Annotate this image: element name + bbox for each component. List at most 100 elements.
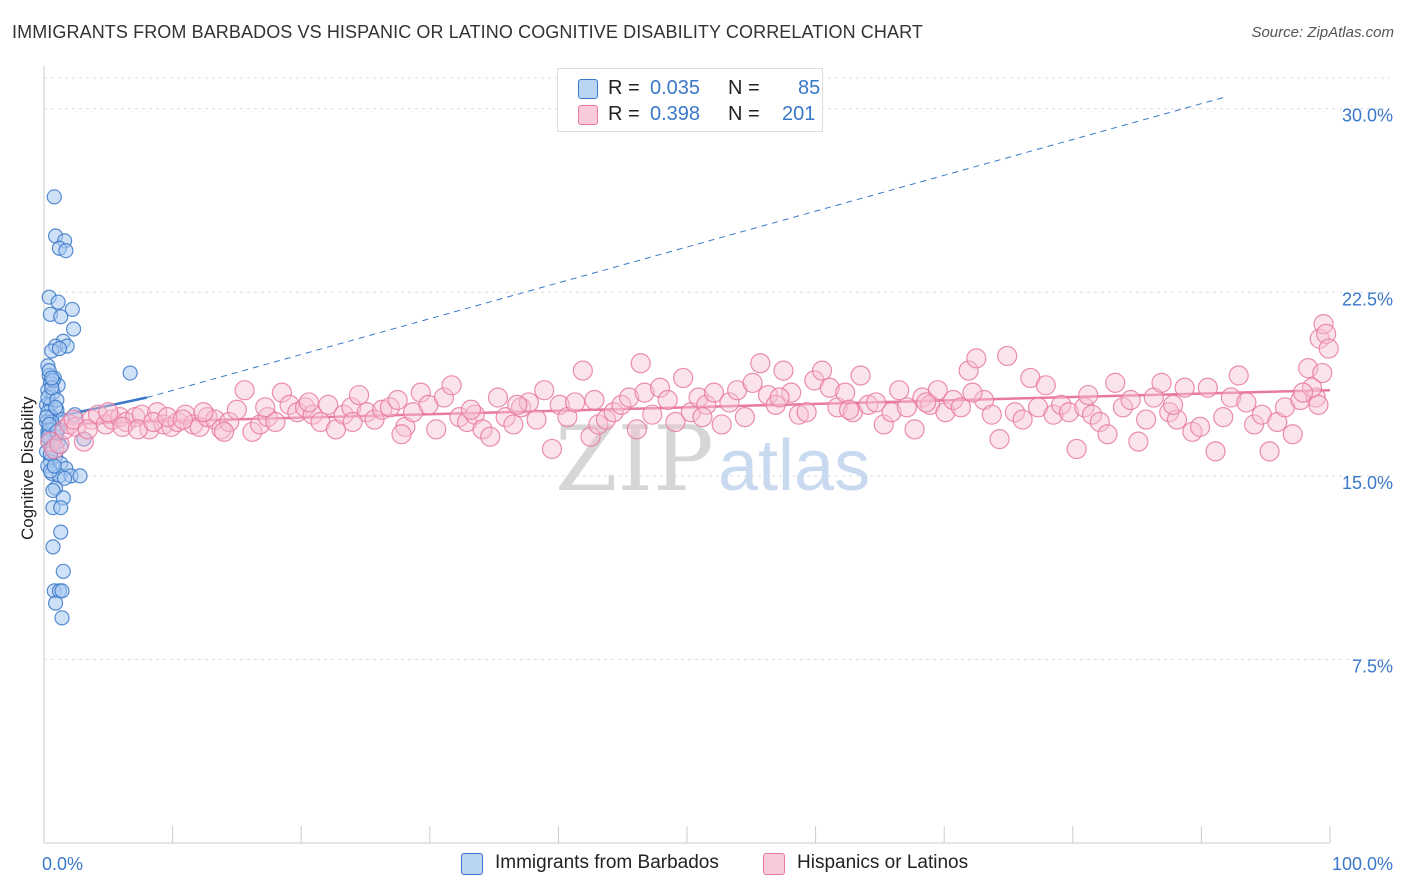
point-hispanic [838,399,860,420]
point-hispanic [1151,372,1172,393]
point-hispanic [696,394,717,415]
point-hispanic [234,380,255,401]
point-barbados [47,399,64,415]
point-hispanic [850,365,871,386]
point-hispanic [916,392,937,413]
point-hispanic [391,424,412,445]
y-tick-label: 7.5% [1352,656,1393,676]
point-hispanic [649,377,671,398]
point-hispanic [711,414,732,435]
point-barbados [55,563,71,579]
point-barbados [72,468,88,484]
legend-r-value: 0.398 [650,103,701,125]
point-hispanic [1318,338,1339,359]
point-hispanic [692,407,713,428]
legend-n-value: 201 [782,103,816,125]
point-hispanic [410,382,431,403]
point-hispanic [935,402,956,423]
point-hispanic [112,416,133,438]
point-hispanic [962,382,983,403]
point-hispanic [1190,416,1211,438]
point-hispanic [472,419,493,440]
point-hispanic [1220,387,1242,408]
point-hispanic [460,399,482,420]
point-hispanic [1174,377,1195,398]
point-hispanic [1112,397,1134,418]
legend-r-label: R = [608,103,640,125]
point-hispanic [433,387,455,408]
point-hispanic [950,397,972,418]
point-hispanic [1312,362,1333,384]
point-hispanic [1213,407,1234,428]
point-hispanic [480,426,501,447]
point-hispanic [1282,424,1303,445]
point-hispanic [889,380,910,401]
point-hispanic [665,411,686,433]
y-tick-label: 30.0% [1342,106,1393,126]
point-barbados [54,610,70,626]
point-hispanic [742,372,763,393]
point-hispanic [703,382,725,403]
point-hispanic [981,404,1002,425]
point-hispanic [1105,372,1126,393]
point-hispanic [958,360,979,381]
point-barbados [44,370,60,386]
point-hispanic [342,411,363,433]
point-barbados [45,482,61,499]
point-hispanic [619,387,640,408]
point-hispanic [242,421,263,442]
point-hispanic [98,402,119,423]
point-hispanic [426,419,447,440]
point-hispanic [657,389,678,411]
point-hispanic [63,409,84,430]
point-barbados [58,243,74,259]
tick-labels: 7.5% 15.0% 22.5% 30.0% 0.0% 100.0% [42,106,1393,874]
point-hispanic [271,382,293,403]
point-barbados [51,340,68,357]
point-hispanic [298,392,320,413]
point-hispanic [172,409,193,430]
point-barbados [53,500,69,516]
watermark-zip: ZIP [555,407,714,512]
point-barbados [122,365,138,381]
point-barbados [53,309,69,325]
point-hispanic [265,411,286,433]
point-hispanic [634,382,655,403]
point-hispanic [865,392,887,413]
bottom-legend-swatch-blue [461,853,483,875]
point-hispanic [1301,377,1323,398]
point-hispanic [503,414,524,435]
point-hispanic [858,394,879,415]
point-hispanic [387,389,408,411]
point-barbados [54,583,70,599]
point-hispanic [881,402,902,423]
trend-line-barbados-extrapolated [146,95,1228,399]
point-hispanic [348,384,370,406]
chart-title: IMMIGRANTS FROM BARBADOS VS HISPANIC OR … [12,22,923,42]
point-hispanic [495,407,516,428]
point-hispanic [1051,394,1072,415]
point-hispanic [603,402,624,423]
point-hispanic [167,411,188,433]
point-hispanic [1089,411,1110,433]
point-hispanic [193,402,214,423]
point-barbados [64,301,80,318]
point-hispanic [157,407,178,428]
point-hispanic [1228,365,1249,386]
point-hispanic [507,394,528,415]
point-hispanic [811,360,833,381]
point-hispanic [773,360,794,381]
point-hispanic [1205,441,1226,462]
legend-swatch-pink [578,105,598,125]
point-hispanic [379,397,401,418]
point-hispanic [1313,314,1334,335]
point-barbados [50,294,66,310]
point-barbados [46,458,62,474]
legend-swatch-blue [578,79,598,99]
point-hispanic [989,429,1010,450]
point-barbados [65,321,82,337]
point-hispanic [549,394,570,415]
point-hispanic [927,380,948,401]
point-hispanic [626,419,647,440]
